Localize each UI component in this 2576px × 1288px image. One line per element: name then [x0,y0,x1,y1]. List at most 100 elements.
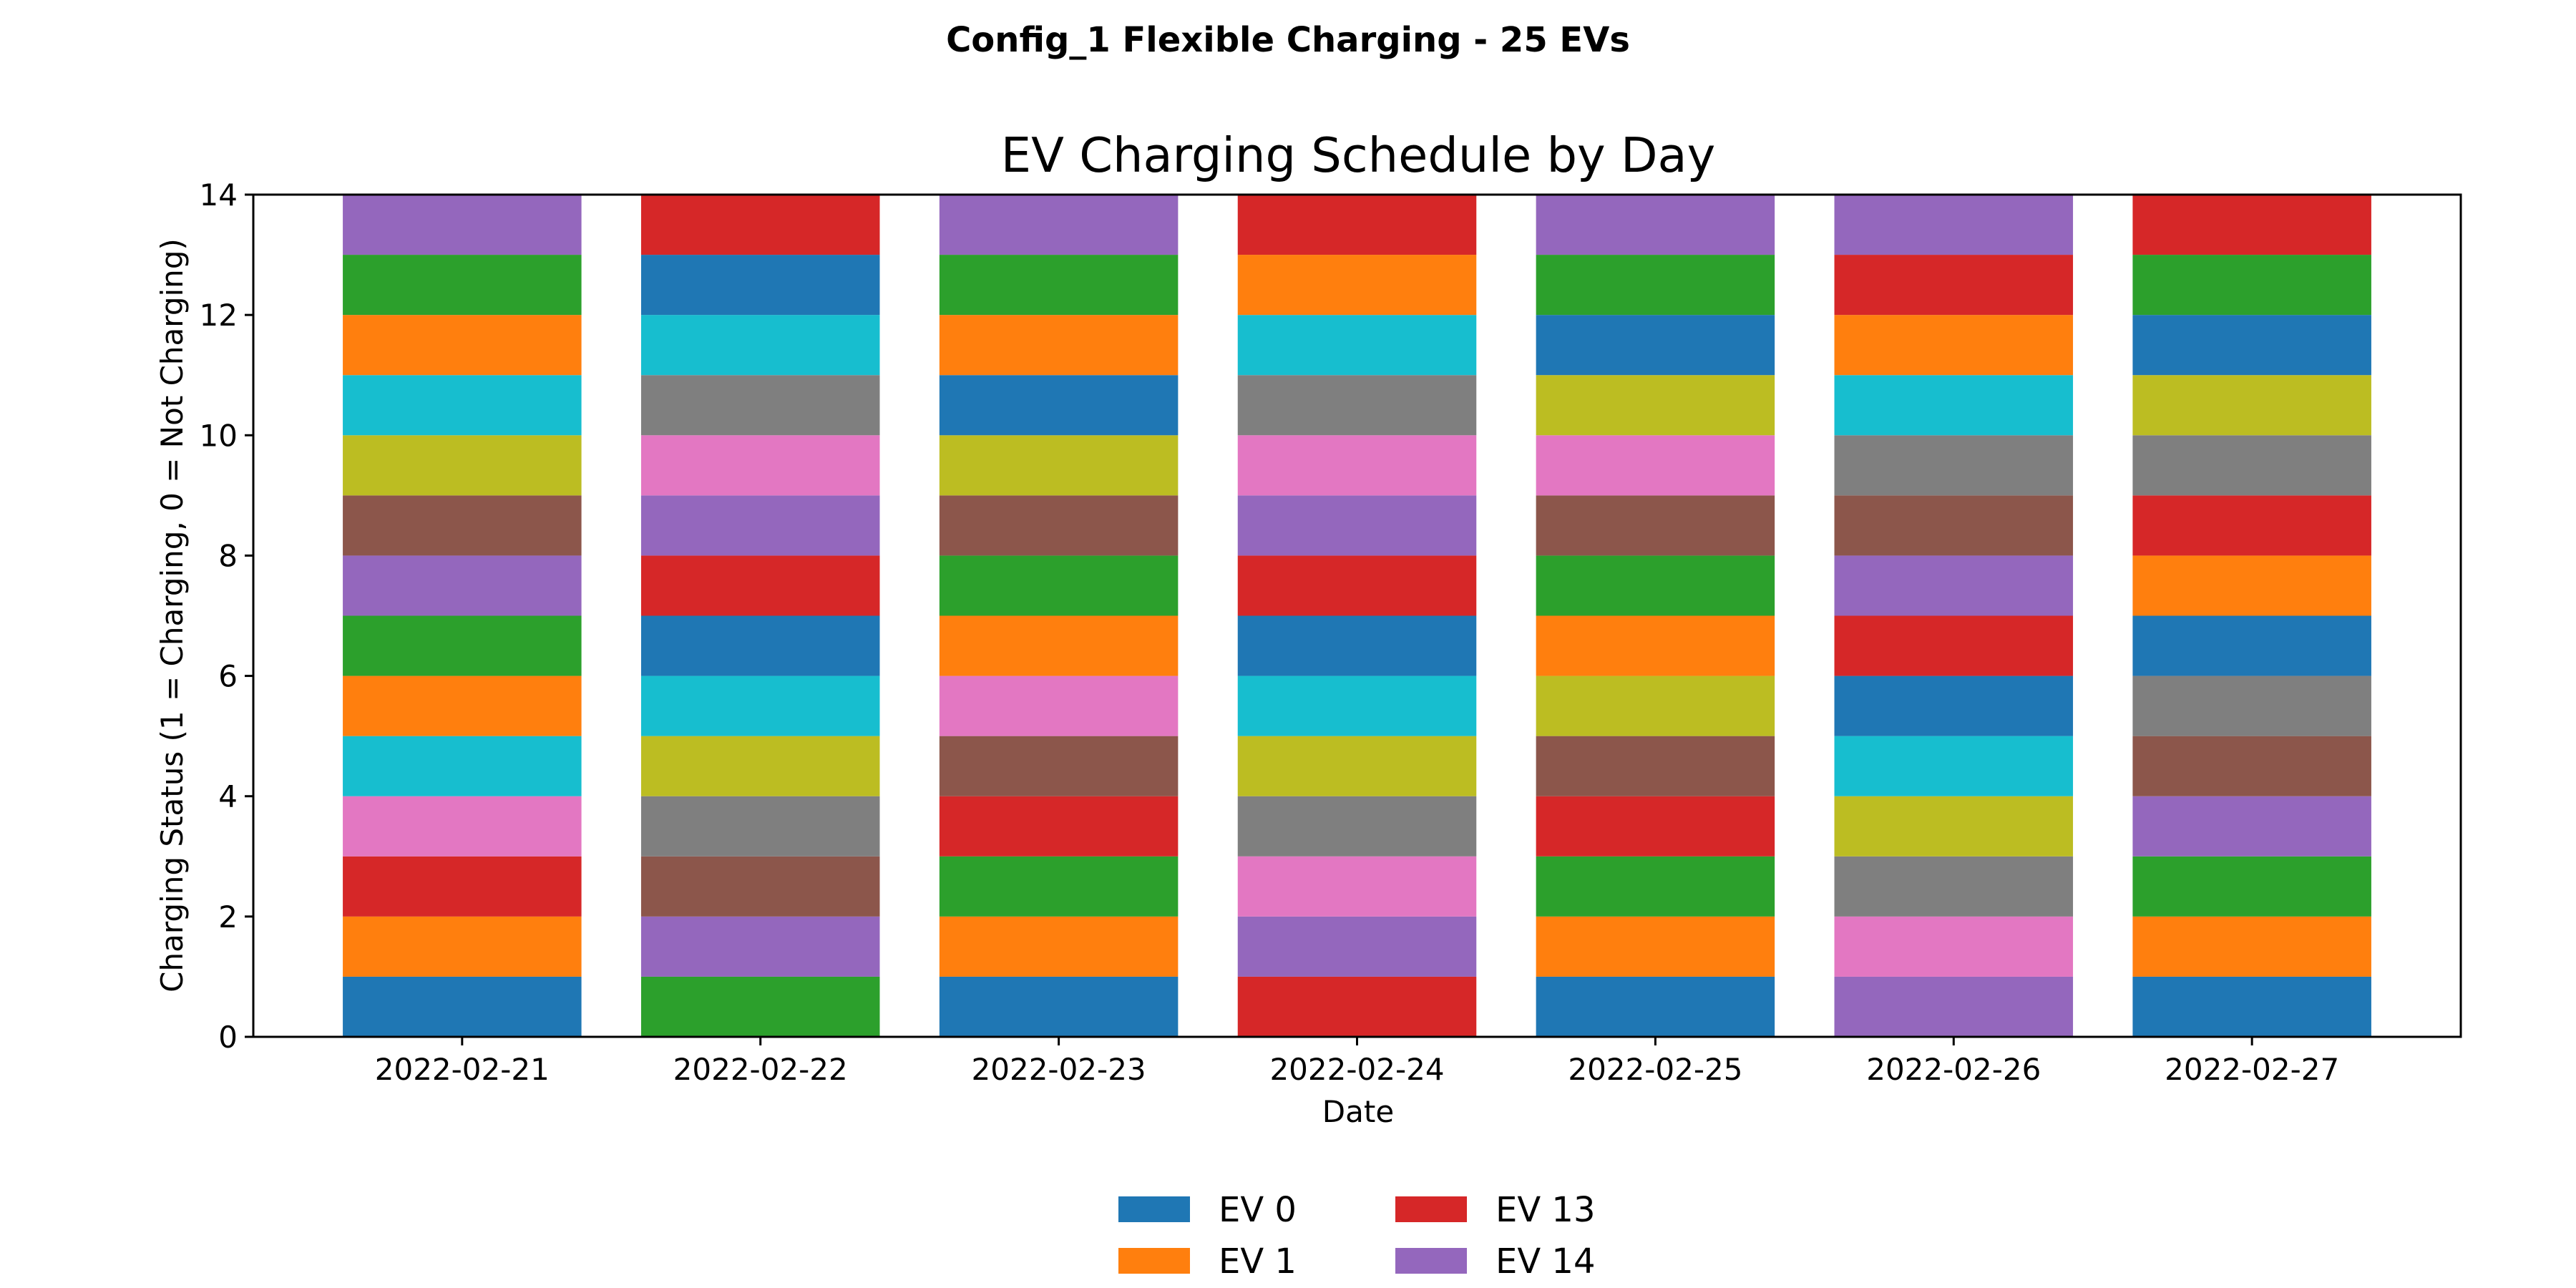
bar-segment [2132,255,2371,316]
bar-segment [2132,315,2371,376]
bar-segment [1536,315,1775,376]
bar-segment [343,195,582,255]
bar-segment [343,555,582,616]
bar-segment [1536,856,1775,917]
bar-segment [939,976,1179,1037]
bar-segment [2132,856,2371,917]
bar-segment [939,195,1179,255]
bar-segment [640,195,880,255]
legend-swatch [1395,1248,1467,1274]
bar-segment [1834,916,2074,977]
bar-segment [640,615,880,676]
bar-segment [939,615,1179,676]
bar-segment [1237,856,1477,917]
bar-segment [1237,375,1477,436]
bar-segment [939,375,1179,436]
bar-segment [640,315,880,376]
bar-segment [939,255,1179,316]
bar-segment [1834,555,2074,616]
bar-segment [1834,615,2074,676]
bar-segment [1834,315,2074,376]
bar-segment [1536,255,1775,316]
bar-segment [939,856,1179,917]
bar-segment [1536,375,1775,436]
bar-segment [1834,255,2074,316]
bar-segment [939,555,1179,616]
bar-segment [2132,976,2371,1037]
bar-segment [343,495,582,556]
bar-segment [1237,255,1477,316]
bar-segment [343,315,582,376]
bar-segment [2132,195,2371,255]
bar-segment [1536,675,1775,736]
bar-segment [343,916,582,977]
bar-segment [1536,555,1775,616]
y-tick-label: 4 [218,779,238,814]
bar-segment [939,495,1179,556]
chart-title: EV Charging Schedule by Day [1001,127,1716,183]
bar-segment [1536,435,1775,496]
bar-stacks [343,195,2371,1037]
x-tick-label: 2022-02-27 [2165,1052,2339,1087]
bar-segment [640,796,880,857]
bar-segment [343,435,582,496]
bar-segment [343,375,582,436]
bar-segment [640,555,880,616]
bar-segment [1237,435,1477,496]
bar-segment [1237,976,1477,1037]
x-tick-label: 2022-02-25 [1568,1052,1742,1087]
bar-segment [1834,195,2074,255]
bar-segment [640,255,880,316]
x-tick-label: 2022-02-23 [972,1052,1146,1087]
bar-segment [1834,375,2074,436]
bar-segment [2132,736,2371,796]
bar-segment [1834,736,2074,796]
bar-segment [640,435,880,496]
bar-segment [939,916,1179,977]
plot-area-frame [252,193,2462,1038]
bar-segment [2132,796,2371,857]
bar-segment [1237,495,1477,556]
bar-segment [939,675,1179,736]
bar-segment [1237,315,1477,376]
bar-segment [1237,675,1477,736]
bar-segment [1536,976,1775,1037]
bar-segment [2132,916,2371,977]
x-tick-label: 2022-02-21 [375,1052,550,1087]
y-axis-label: Charging Status (1 = Charging, 0 = Not C… [155,238,190,992]
y-tick-label: 10 [200,418,238,453]
bar-segment [1237,796,1477,857]
bar-segment [2132,555,2371,616]
x-axis-ticks: 2022-02-21 2022-02-22 2022-02-23 2022-02-24… [375,1037,2339,1087]
bar-segment [640,495,880,556]
bar-segment [1237,555,1477,616]
bar-segment [1237,615,1477,676]
legend-swatch [1118,1196,1190,1222]
bar-segment [1834,435,2074,496]
y-tick-label: 14 [200,177,238,213]
bar-segment [1237,195,1477,255]
bar-segment [939,736,1179,796]
bar-segment [343,736,582,796]
bar-segment [640,675,880,736]
legend-label: EV 13 [1496,1190,1596,1230]
y-tick-label: 8 [218,538,238,573]
bar-segment [1834,976,2074,1037]
legend-swatch [1118,1248,1190,1274]
bar-segment [2132,495,2371,556]
bar-segment [343,856,582,917]
bar-segment [939,315,1179,376]
bar-segment [2132,435,2371,496]
bar-segment [1536,916,1775,977]
bar-segment [1536,796,1775,857]
bar-segment [1834,675,2074,736]
bar-segment [343,615,582,676]
y-axis-ticks: 0 2 4 6 8 10 12 14 [200,177,253,1055]
bar-segment [343,675,582,736]
bar-segment [1536,195,1775,255]
bar-segment [640,976,880,1037]
legend: EV 0 EV 1 EV 13 EV 14 [1118,1190,1596,1282]
bar-segment [640,856,880,917]
legend-label: EV 0 [1219,1190,1297,1230]
